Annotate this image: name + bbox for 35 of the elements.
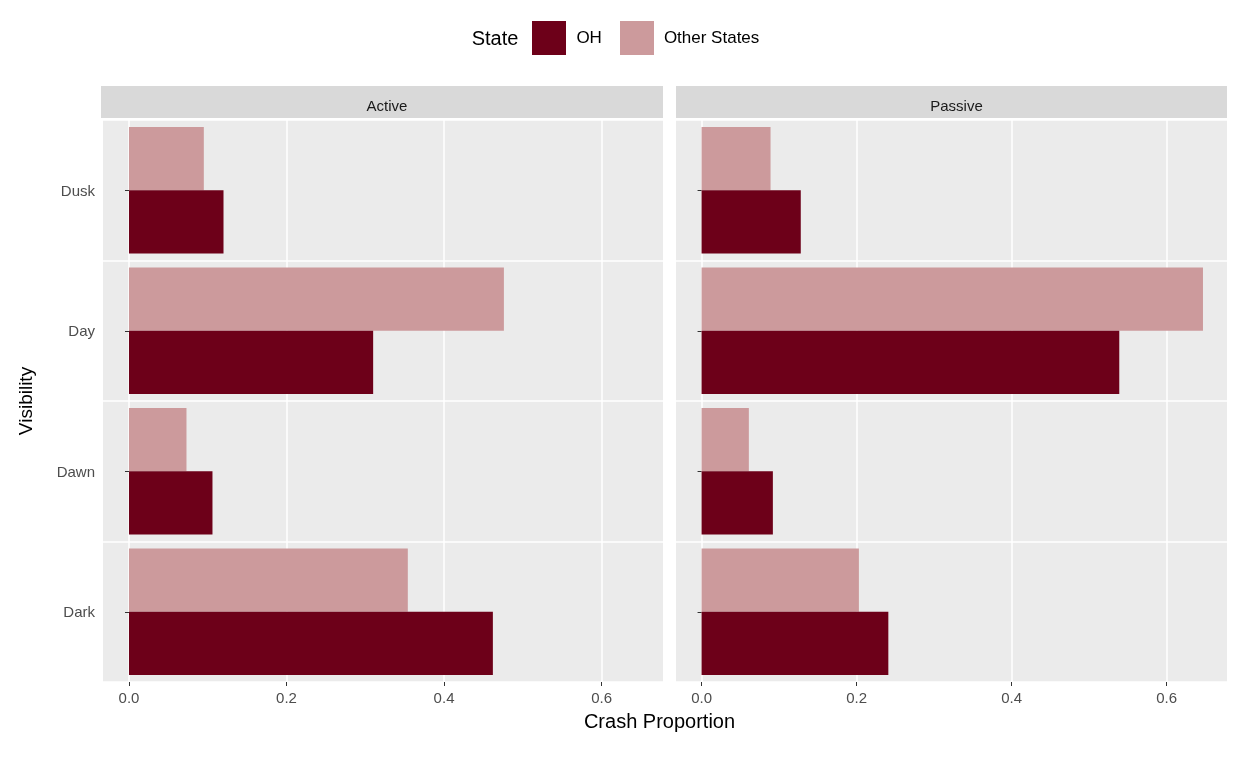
bar bbox=[701, 548, 859, 612]
bar bbox=[128, 548, 408, 612]
y-tick-label: Dark bbox=[63, 603, 96, 621]
bar bbox=[128, 330, 374, 394]
bar bbox=[128, 127, 204, 191]
bar bbox=[701, 190, 801, 254]
x-tick-label: 0.2 bbox=[846, 689, 867, 706]
bar bbox=[128, 611, 493, 675]
bar bbox=[701, 267, 1203, 331]
y-tick-label: Day bbox=[68, 322, 96, 340]
bar bbox=[128, 190, 224, 254]
bar bbox=[701, 330, 1120, 394]
x-tick-label: 0.6 bbox=[591, 689, 612, 706]
y-tick-label: Dawn bbox=[56, 462, 95, 480]
bar bbox=[701, 408, 749, 472]
x-tick-label: 0.2 bbox=[276, 689, 297, 706]
bar bbox=[128, 471, 213, 535]
legend-label: OH bbox=[576, 28, 602, 48]
x-axis-title: Crash Proportion bbox=[582, 710, 737, 733]
legend-title: State bbox=[471, 26, 519, 50]
bar bbox=[701, 471, 773, 535]
bar bbox=[128, 267, 504, 331]
bar bbox=[701, 127, 771, 191]
chart-title: Passive bbox=[930, 97, 983, 114]
x-tick-label: 0.0 bbox=[118, 689, 140, 706]
x-tick-label: 0.0 bbox=[691, 689, 712, 706]
chart-title: Active bbox=[366, 97, 408, 114]
legend-label: Other States bbox=[663, 28, 760, 48]
x-tick-label: 0.4 bbox=[1001, 689, 1022, 706]
y-axis-title: Visibility bbox=[15, 366, 36, 436]
x-tick-label: 0.4 bbox=[433, 689, 455, 706]
x-tick-label: 0.6 bbox=[1156, 689, 1177, 706]
bar bbox=[128, 408, 187, 472]
y-tick-label: Dusk bbox=[60, 181, 96, 199]
bar bbox=[701, 611, 889, 675]
